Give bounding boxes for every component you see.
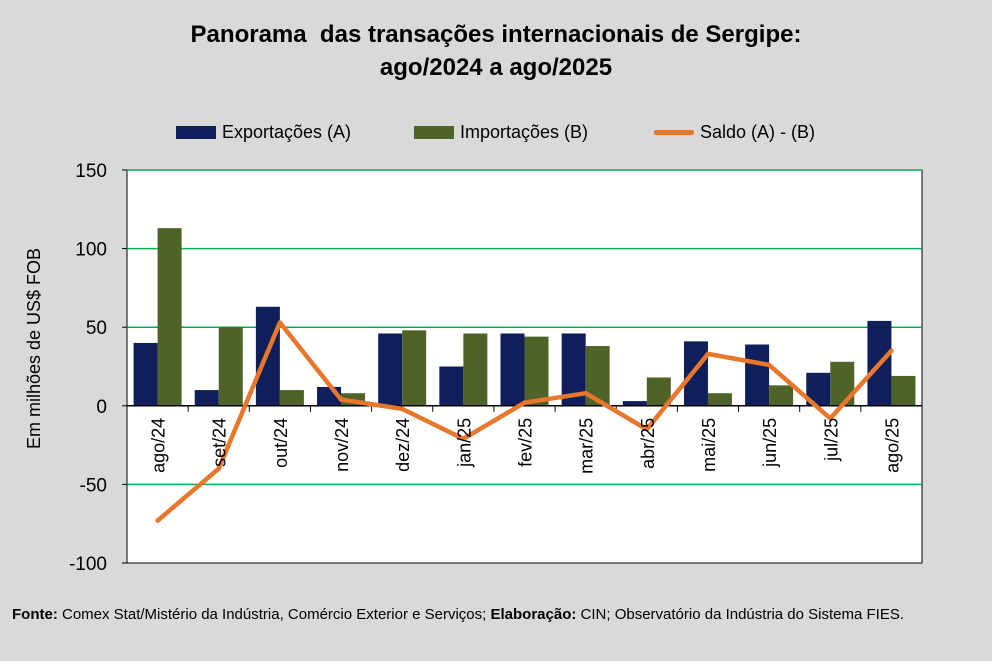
x-tick-label: mar/25: [577, 418, 597, 474]
balance-point: [277, 320, 283, 325]
x-axis-ticks: ago/24 set/24 out/24 nov/24 dez/24 jan/25 fev/…: [149, 418, 903, 474]
balance-point: [889, 348, 894, 353]
bar-imports: [707, 393, 732, 406]
legend-label-imports: Importações (B): [460, 121, 589, 142]
bar-exports: [378, 333, 403, 406]
bar-imports: [402, 330, 427, 406]
x-tick-label: out/24: [271, 418, 291, 468]
footer-source: Fonte: Comex Stat/Mistério da Indústria,…: [12, 604, 982, 625]
y-tick-label: 50: [86, 318, 107, 339]
bar-exports: [194, 390, 219, 406]
bar-imports: [769, 385, 794, 406]
bar-imports: [157, 228, 182, 406]
x-tick-label: ago/24: [149, 418, 169, 473]
footer-elab-text: CIN; Observatório da Indústria do Sistem…: [576, 606, 904, 623]
legend-item-imports: Importações (B): [414, 118, 588, 146]
balance-point: [705, 351, 711, 357]
balance-point: [399, 406, 405, 412]
x-tick-label: jun/25: [760, 418, 780, 468]
x-tick-label: jan/25: [454, 418, 474, 468]
legend-swatch-imports: [414, 125, 454, 139]
y-tick-label: 100: [75, 240, 107, 261]
legend-item-balance: Saldo (A) - (B): [654, 118, 815, 146]
balance-point: [583, 391, 588, 396]
x-tick-label: nov/24: [332, 418, 352, 472]
chart-area: 150 100 50 0 -50 -100 ago/24 set/24 out/24 nov/2…: [24, 161, 923, 575]
zero-axis: [126, 405, 923, 412]
y-tick-label: 150: [75, 161, 107, 182]
bar-exports: [439, 366, 464, 406]
legend-swatch-balance: [654, 129, 694, 135]
balance-point: [766, 362, 772, 368]
balance-line: [155, 320, 894, 523]
y-tick-label: -50: [80, 475, 107, 496]
y-axis-label: Em milhões de US$ FOB: [24, 248, 44, 449]
bar-imports: [524, 336, 549, 406]
bar-exports: [500, 333, 525, 406]
bar-imports: [891, 375, 916, 406]
balance-point: [461, 436, 466, 442]
x-tick-label: set/24: [210, 418, 230, 467]
y-axis-ticks: 150 100 50 0 -50 -100: [69, 161, 127, 575]
bar-exports: [683, 341, 708, 406]
chart-title-line1: Panorama das transações internacionais d…: [190, 21, 802, 48]
bar-exports: [133, 342, 158, 406]
chart-legend: Exportações (A) Importações (B) Saldo (A…: [0, 118, 992, 146]
footer-source-label: Fonte:: [12, 606, 58, 623]
bar-exports: [745, 344, 770, 406]
y-tick-label: -100: [69, 554, 107, 575]
x-tick-label: mai/25: [699, 418, 719, 472]
balance-point: [216, 466, 221, 471]
bar-imports: [646, 377, 671, 406]
bar-imports: [218, 327, 243, 406]
y-tick-label: 0: [96, 397, 107, 418]
x-tick-label: ago/25: [882, 418, 902, 473]
balance-point: [338, 397, 344, 402]
legend-label-exports: Exportações (A): [222, 121, 352, 142]
footer-source-text: Comex Stat/Mistério da Indústria, Comérc…: [57, 606, 491, 623]
bars: [133, 228, 916, 406]
bar-imports: [463, 333, 488, 406]
balance-point: [644, 427, 650, 432]
legend-item-exports: Exportações (A): [176, 118, 351, 146]
x-tick-label: dez/24: [393, 418, 413, 472]
balance-point: [828, 416, 833, 421]
x-tick-label: abr/25: [638, 418, 658, 469]
legend-label-balance: Saldo (A) - (B): [700, 121, 816, 142]
bar-imports: [279, 390, 304, 406]
footer-elab-label: Elaboração:: [490, 606, 577, 623]
bar-exports: [622, 401, 647, 406]
chart-title: Panorama das transações internacionais d…: [0, 18, 992, 84]
chart-title-line2: ago/2024 a ago/2025: [379, 54, 613, 81]
x-tick-label: jul/25: [821, 418, 841, 462]
balance-point: [522, 400, 527, 405]
balance-point: [155, 518, 160, 523]
legend-swatch-exports: [176, 125, 216, 139]
x-tick-label: fev/25: [516, 418, 536, 467]
